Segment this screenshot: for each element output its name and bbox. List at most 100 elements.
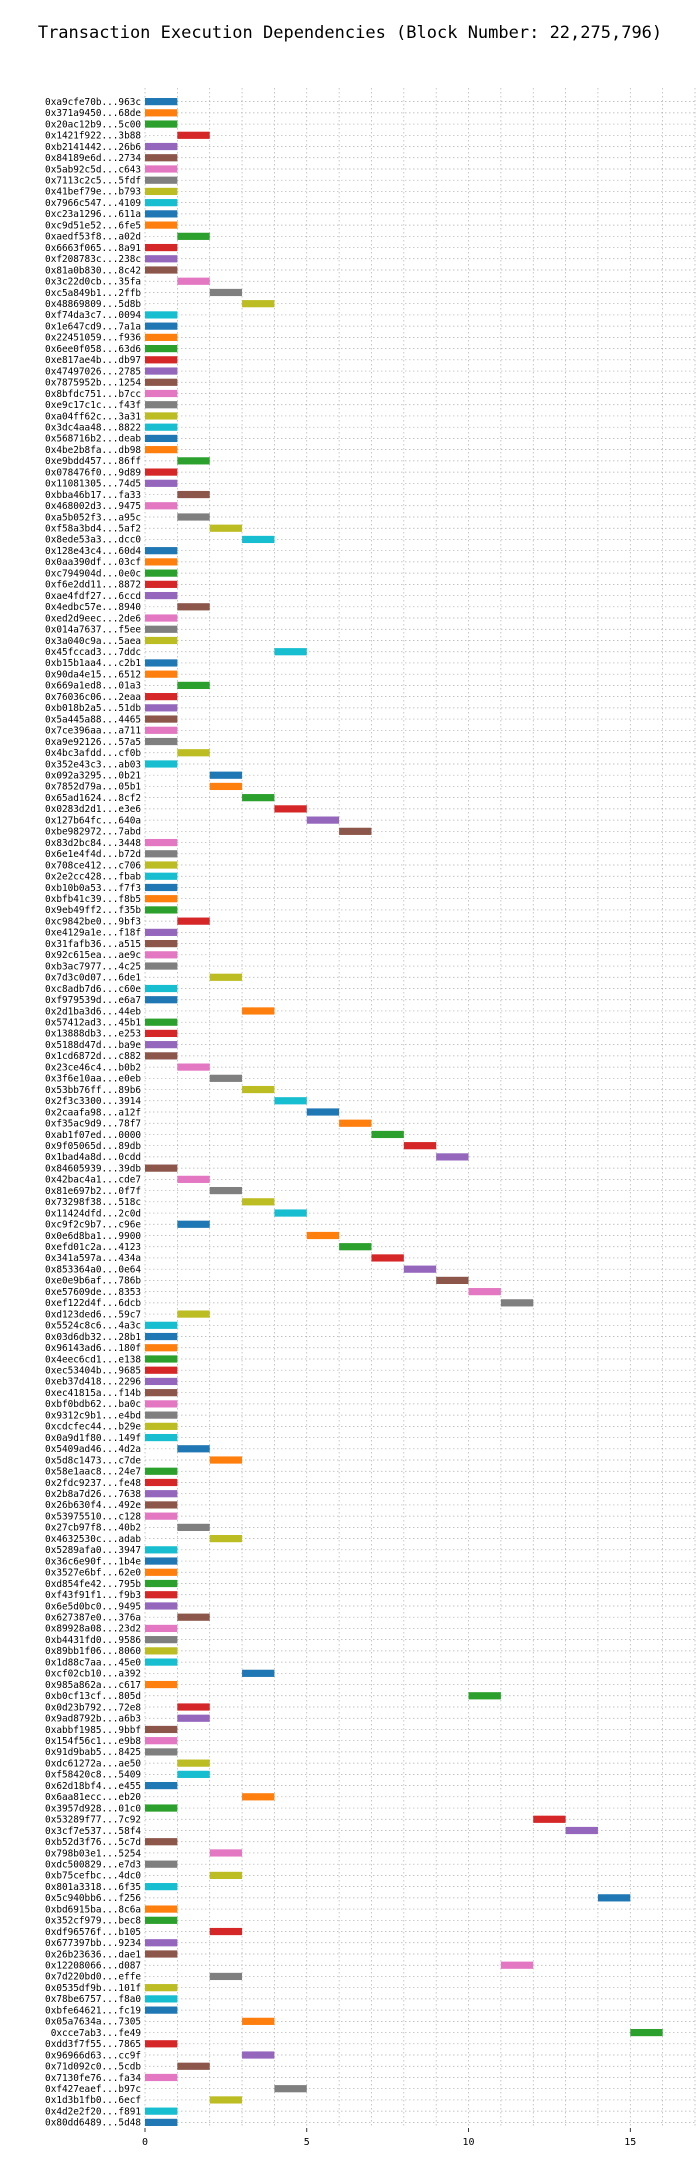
y-tick-label: 0xf427eaef...b97c — [45, 2084, 141, 2095]
y-tick-label: 0x11424dfd...2c0d — [45, 1208, 141, 1219]
y-tick-label: 0x0e6d8ba1...9900 — [45, 1231, 141, 1242]
y-tick-label: 0xf58420c8...5409 — [45, 1770, 141, 1781]
y-tick-label: 0x2b8a7d26...7638 — [45, 1489, 141, 1500]
transaction-bar — [145, 1321, 178, 1329]
y-tick-label: 0x2caafa98...a12f — [45, 1107, 141, 1118]
transaction-bar — [145, 412, 178, 420]
transaction-bar — [145, 670, 178, 678]
transaction-bar — [145, 2040, 178, 2048]
transaction-bar — [145, 1400, 178, 1408]
transaction-bar — [145, 2073, 178, 2082]
y-tick-label: 0x4d2e2f20...f891 — [45, 2106, 141, 2117]
x-tick-label: 15 — [624, 2137, 636, 2148]
y-tick-label: 0xf6e2dd11...8872 — [45, 580, 141, 591]
y-tick-label: 0x669a1ed8...01a3 — [45, 681, 141, 692]
transaction-bar — [274, 648, 307, 656]
y-tick-label: 0xc9f2c9b7...c96e — [45, 1220, 141, 1231]
y-tick-label: 0xf979539d...e6a7 — [45, 995, 141, 1006]
y-tick-label: 0x9ad8792b...a6b3 — [45, 1714, 141, 1725]
y-tick-label: 0xc23a1296...611a — [45, 209, 141, 220]
y-tick-label: 0xc794904d...0e0c — [45, 568, 141, 579]
transaction-bar — [177, 1310, 210, 1318]
y-tick-label: 0x3527e6bf...62e0 — [45, 1568, 141, 1579]
transaction-bar — [177, 131, 210, 139]
transaction-bar — [145, 1579, 178, 1588]
transaction-bar — [145, 928, 178, 936]
transaction-bar — [145, 1018, 178, 1026]
y-tick-label: 0x89bb1f06...8060 — [45, 1646, 141, 1657]
y-tick-label: 0x96143ad6...180f — [45, 1343, 141, 1354]
transaction-bar — [145, 378, 178, 386]
transaction-bar — [145, 872, 178, 880]
y-tick-label: 0xefd01c2a...4123 — [45, 1242, 141, 1253]
y-tick-label: 0x568716b2...deab — [45, 434, 141, 445]
y-tick-label: 0xf43f91f1...f9b3 — [45, 1590, 141, 1601]
y-tick-label: 0x84605939...39db — [45, 1163, 141, 1174]
transaction-bar — [209, 1972, 243, 1981]
y-tick-label: 0x2f3c3300...3914 — [45, 1096, 141, 1107]
chart-title: Transaction Execution Dependencies (Bloc… — [38, 23, 662, 43]
transaction-bar — [145, 1680, 178, 1689]
y-tick-label: 0x0a9d1f80...149f — [45, 1433, 141, 1444]
y-tick-label: 0x7ce396aa...a711 — [45, 726, 141, 737]
transaction-bar — [145, 1781, 178, 1790]
transaction-bar — [145, 1939, 178, 1947]
y-tick-label: 0xf58a3bd4...5af2 — [45, 524, 141, 535]
x-tick-label: 10 — [463, 2137, 475, 2148]
y-tick-label: 0x3f6e10aa...e0eb — [45, 1074, 141, 1085]
transaction-bar — [145, 1950, 178, 1958]
y-tick-label: 0xe4129a1e...f18f — [45, 928, 141, 939]
transaction-bar — [145, 850, 178, 858]
y-tick-label: 0x092a3295...0b21 — [45, 771, 141, 782]
transaction-bar — [145, 333, 178, 341]
transaction-bar — [242, 1085, 275, 1094]
transaction-bar — [145, 142, 178, 151]
y-tick-label: 0x3cf7e537...58f4 — [45, 1826, 141, 1837]
y-tick-label: 0x62d18bf4...e455 — [45, 1781, 141, 1792]
y-tick-label: 0x4632530c...adab — [45, 1534, 141, 1545]
transaction-bar — [145, 311, 178, 319]
y-tick-label: 0x03d6db32...28b1 — [45, 1332, 141, 1343]
transaction-bar — [177, 749, 210, 757]
y-tick-label: 0x81a0b830...8c42 — [45, 265, 141, 276]
y-tick-label: 0x154f56c1...e9b8 — [45, 1736, 141, 1747]
transaction-bar — [177, 1175, 210, 1183]
y-tick-label: 0x1e647cd9...7a1a — [45, 321, 141, 332]
y-tick-label: 0xbba46b17...fa33 — [45, 490, 141, 501]
transaction-bar — [209, 1074, 243, 1082]
y-tick-label: 0xb52d3f76...5c7d — [45, 1837, 141, 1848]
y-tick-label: 0xdc61272a...ae50 — [45, 1758, 141, 1769]
transaction-bar — [177, 2062, 210, 2070]
transaction-bar — [145, 726, 178, 734]
transaction-bar — [145, 715, 178, 723]
y-tick-label: 0xcce7ab3...fe49 — [51, 2028, 142, 2039]
transaction-bar — [145, 1411, 178, 1419]
transaction-bar — [177, 681, 210, 689]
y-tick-label: 0xf35ac9d9...78f7 — [45, 1119, 141, 1130]
y-tick-label: 0xa5b052f3...a95c — [45, 512, 141, 523]
y-tick-label: 0x36c6e90f...1b4e — [45, 1556, 141, 1567]
transaction-bar — [209, 288, 243, 297]
transaction-bar — [145, 659, 178, 667]
y-tick-label: 0x014a7637...f5ee — [45, 625, 141, 636]
y-tick-label: 0x7130fe76...fa34 — [45, 2073, 141, 2084]
transaction-bar — [145, 547, 178, 555]
y-tick-label: 0xb018b2a5...51db — [45, 703, 141, 714]
transaction-bar — [145, 1467, 178, 1475]
y-tick-label: 0x7d220bd0...effe — [45, 1972, 141, 1983]
transaction-bar — [209, 973, 243, 981]
y-tick-label: 0x0aa390df...03cf — [45, 557, 141, 568]
transaction-bar — [209, 1849, 243, 1857]
y-tick-label: 0x6ee0f058...63d6 — [45, 344, 141, 355]
x-tick-label: 5 — [304, 2137, 310, 2148]
y-tick-label: 0x1d88c7aa...45e0 — [45, 1657, 141, 1668]
transaction-bar — [145, 1366, 178, 1374]
transaction-bar — [145, 1804, 178, 1812]
transaction-bar — [145, 266, 178, 274]
y-tick-label: 0x92c615ea...ae9c — [45, 950, 141, 961]
transaction-bar — [209, 1186, 243, 1195]
transaction-bar — [145, 1512, 178, 1520]
transaction-bar — [177, 232, 210, 240]
transaction-bar — [145, 2118, 178, 2126]
